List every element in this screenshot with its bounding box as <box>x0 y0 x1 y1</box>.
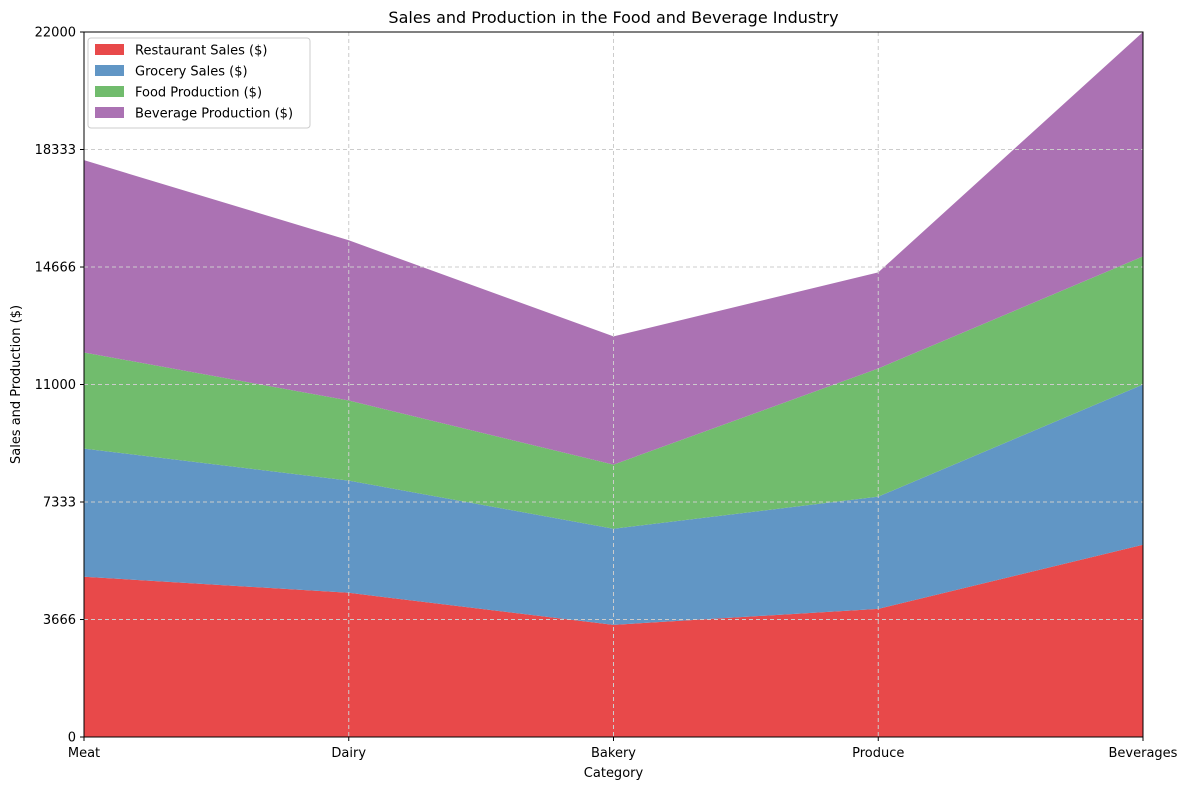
x-axis-label: Category <box>584 766 644 781</box>
y-tick-label: 22000 <box>35 26 76 41</box>
grid-lines <box>84 32 1143 737</box>
legend-swatch <box>95 107 124 118</box>
legend-swatch <box>95 44 124 55</box>
y-tick-label: 7333 <box>43 496 76 511</box>
legend: Restaurant Sales ($) Grocery Sales ($) Foo… <box>87 37 311 129</box>
y-axis-ticks: 0 3666 7333 11000 14666 18333 22000 <box>35 26 84 746</box>
legend-label: Grocery Sales ($) <box>135 65 248 80</box>
y-tick-label: 18333 <box>35 143 76 158</box>
y-tick-label: 14666 <box>35 261 76 276</box>
legend-label: Food Production ($) <box>135 86 262 101</box>
x-tick-label: Bakery <box>591 746 636 761</box>
y-tick-label: 3666 <box>43 613 76 628</box>
x-tick-label: Meat <box>68 746 100 761</box>
chart-title: Sales and Production in the Food and Bev… <box>388 8 838 27</box>
x-tick-label: Beverages <box>1109 746 1178 761</box>
y-tick-label: 11000 <box>35 378 76 393</box>
legend-box <box>87 37 311 129</box>
y-axis-label: Sales and Production ($) <box>9 305 24 464</box>
legend-label: Restaurant Sales ($) <box>135 44 267 59</box>
x-tick-label: Dairy <box>331 746 366 761</box>
x-axis-ticks: Meat Dairy Bakery Produce Beverages <box>68 737 1178 761</box>
legend-swatch <box>95 86 124 97</box>
legend-swatch <box>95 65 124 76</box>
legend-label: Beverage Production ($) <box>135 107 293 122</box>
x-tick-label: Produce <box>852 746 904 761</box>
y-tick-label: 0 <box>68 731 76 746</box>
